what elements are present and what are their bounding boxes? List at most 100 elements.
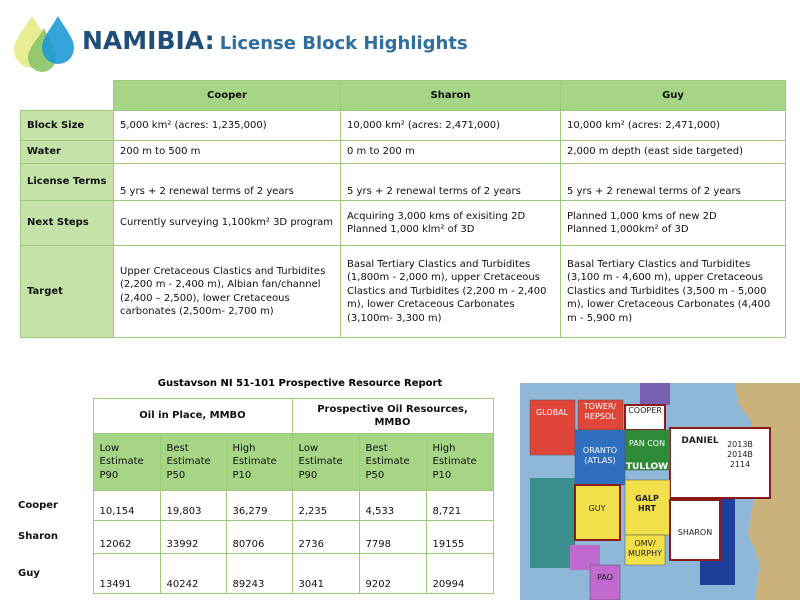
map-block: [577, 399, 624, 431]
map-label: TULLOW: [626, 462, 668, 472]
cell: 13491: [92, 553, 161, 594]
group-row: Oil in Place, MMBO Prospective Oil Resour…: [12, 398, 494, 434]
map-label: GLOBAL: [536, 408, 569, 417]
cell: 4,533: [358, 490, 427, 521]
cell: 19,803: [159, 490, 227, 521]
cell: 5,000 km² (acres: 1,235,000): [113, 110, 341, 141]
resource-title: Gustavson NI 51-101 Prospective Resource…: [157, 378, 443, 389]
cell: Basal Tertiary Clastics and Turbidites (…: [340, 245, 561, 338]
cell: 12062: [92, 520, 161, 554]
cell: 3041: [291, 553, 360, 594]
row-label: Block Size: [20, 110, 114, 141]
map-label: 2013B 2014B 2114: [727, 440, 753, 469]
map-label: COOPER: [628, 406, 662, 415]
subheader: Low Estimate P90: [291, 433, 360, 491]
map-label: SHARON: [678, 528, 712, 537]
subheader-row: Low Estimate P90 Best Estimate P50 High Es…: [12, 433, 494, 491]
header-row: Cooper Sharon Guy: [20, 80, 786, 111]
cell: 33992: [159, 520, 227, 554]
column-header: Sharon: [340, 80, 561, 111]
cell: 5 yrs + 2 renewal terms of 2 years: [560, 163, 786, 201]
column-header: Guy: [560, 80, 786, 111]
title: NAMIBIA: License Block Highlights: [82, 26, 468, 55]
map-block: [529, 399, 576, 456]
row-label: Sharon: [18, 531, 58, 543]
row: Cooper 10,154 19,803 36,279 2,235 4,533 8,721: [12, 490, 494, 521]
row-label: Target: [20, 245, 114, 338]
map-block: [574, 429, 626, 486]
row: License Terms 5 yrs + 2 renewal terms of …: [20, 163, 786, 201]
corner: [20, 80, 114, 111]
subheader: Low Estimate P90: [92, 433, 161, 491]
cell: 8,721: [425, 490, 494, 521]
row: Sharon 12062 33992 80706 2736 7798 19155: [12, 520, 494, 554]
title-main: NAMIBIA:: [82, 26, 215, 55]
row: Block Size 5,000 km² (acres: 1,235,000) 10…: [20, 110, 786, 141]
group-header: Oil in Place, MMBO: [92, 398, 293, 434]
cell: 5 yrs + 2 renewal terms of 2 years: [113, 163, 341, 201]
row-label: Guy: [18, 567, 40, 579]
cell: 7798: [358, 520, 427, 554]
cell: 20994: [425, 553, 494, 594]
map-block: [624, 534, 666, 566]
map-block: [640, 383, 670, 405]
cell: 2736: [291, 520, 360, 554]
corner: [12, 399, 93, 434]
cell: Currently surveying 1,100km² 3D program: [113, 200, 341, 246]
title-sub: License Block Highlights: [219, 33, 468, 54]
cell: 19155: [425, 520, 494, 554]
cell: 10,154: [92, 490, 161, 521]
map-block: [574, 484, 621, 541]
cell: 10,000 km² (acres: 2,471,000): [560, 110, 786, 141]
row: Target Upper Cretaceous Clastics and Turb…: [20, 245, 786, 338]
cell: Basal Tertiary Clastics and Turbidites (…: [560, 245, 786, 338]
map-block: [624, 429, 671, 471]
map-label: GALP HRT: [635, 494, 659, 513]
cell: 2,235: [291, 490, 360, 521]
logo: [14, 16, 74, 72]
map-label: OMV/MURPHY: [628, 539, 662, 558]
cell: Planned 1,000 kms of new 2D Planned 1,00…: [560, 200, 786, 246]
group-header: Prospective Oil Resources, MMBO: [291, 398, 494, 434]
subheader: High Estimate P10: [425, 433, 494, 491]
map-block: [669, 427, 771, 499]
subheader: Best Estimate P50: [159, 433, 227, 491]
row-label: License Terms: [20, 163, 114, 201]
cell: Upper Cretaceous Clastics and Turbidites…: [113, 245, 341, 338]
row: Next Steps Currently surveying 1,100km² 3…: [20, 200, 786, 246]
cell: 40242: [159, 553, 227, 594]
license-map: GLOBAL TOWER/REPSOL COOPER DANIEL 2013B 2014B…: [520, 383, 800, 600]
row-label: Water: [20, 140, 114, 164]
subheader: High Estimate P10: [225, 433, 293, 491]
map-block: [589, 564, 621, 600]
license-table: Cooper Sharon Guy Block Size 5,000 km² (acre…: [20, 80, 786, 338]
row: Guy 13491 40242 89243 3041 9202 20994: [12, 553, 494, 594]
row-label: Next Steps: [20, 200, 114, 246]
map-label: PAN CON: [629, 439, 665, 448]
cell: 200 m to 500 m: [113, 140, 341, 164]
map-label: DANIEL: [681, 436, 718, 446]
resource-table: Oil in Place, MMBO Prospective Oil Resour…: [12, 398, 494, 594]
cell: 0 m to 200 m: [340, 140, 561, 164]
cell: 2,000 m depth (east side targeted): [560, 140, 786, 164]
cell: 5 yrs + 2 renewal terms of 2 years: [340, 163, 561, 201]
row-label: Cooper: [18, 499, 58, 511]
cell: 80706: [225, 520, 293, 554]
map-block: [669, 499, 721, 561]
map-block: [530, 478, 575, 568]
map-label: GUY: [589, 504, 606, 513]
column-header: Cooper: [113, 80, 341, 111]
corner: [12, 433, 94, 491]
map-block: [624, 479, 671, 536]
map-label: PAO: [597, 573, 613, 582]
cell: 10,000 km² (acres: 2,471,000): [340, 110, 561, 141]
subheader: Best Estimate P50: [358, 433, 427, 491]
cell: Acquiring 3,000 kms of exisiting 2D Plan…: [340, 200, 561, 246]
cell: 36,279: [225, 490, 293, 521]
cell: 9202: [358, 553, 427, 594]
map-label: TOWER/REPSOL: [583, 402, 617, 421]
map-label: ORANTO (ATLAS): [583, 446, 617, 465]
cell: 89243: [225, 553, 293, 594]
